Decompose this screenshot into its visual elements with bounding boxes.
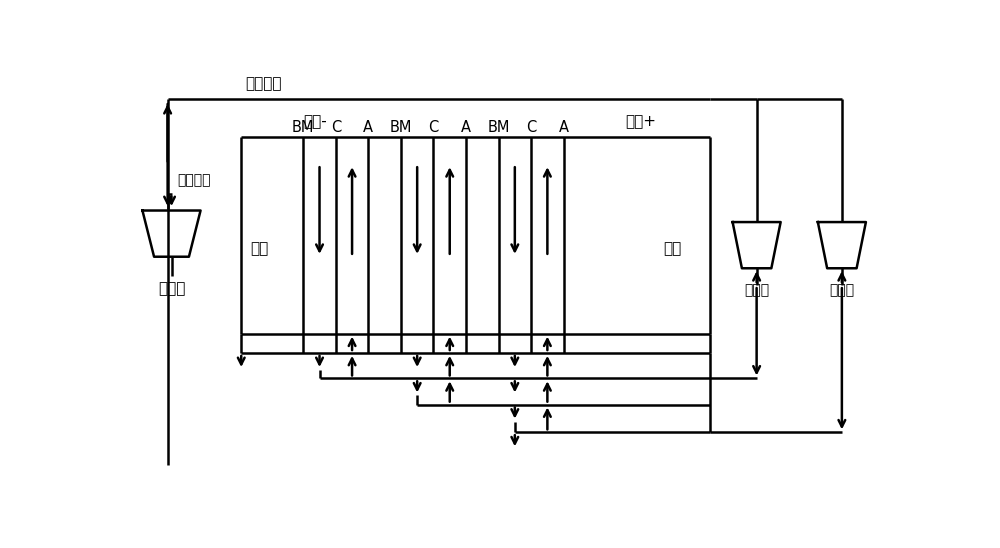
Text: C: C bbox=[428, 120, 439, 135]
Text: C: C bbox=[331, 120, 341, 135]
Text: BM: BM bbox=[292, 120, 314, 135]
Text: 碱液池: 碱液池 bbox=[744, 283, 769, 297]
Text: 原料进液: 原料进液 bbox=[245, 76, 282, 91]
Text: 酸液池: 酸液池 bbox=[829, 283, 854, 297]
Text: 极水: 极水 bbox=[664, 242, 682, 256]
Text: C: C bbox=[526, 120, 536, 135]
Text: 阴极-: 阴极- bbox=[303, 115, 327, 129]
Text: 极水: 极水 bbox=[251, 242, 269, 256]
Text: 阳极+: 阳极+ bbox=[625, 115, 656, 129]
Text: BM: BM bbox=[487, 120, 510, 135]
Text: A: A bbox=[559, 120, 569, 135]
Text: 原料回液: 原料回液 bbox=[177, 173, 210, 187]
Text: 原料液: 原料液 bbox=[158, 282, 185, 296]
Text: A: A bbox=[461, 120, 471, 135]
Text: BM: BM bbox=[390, 120, 412, 135]
Text: A: A bbox=[363, 120, 373, 135]
